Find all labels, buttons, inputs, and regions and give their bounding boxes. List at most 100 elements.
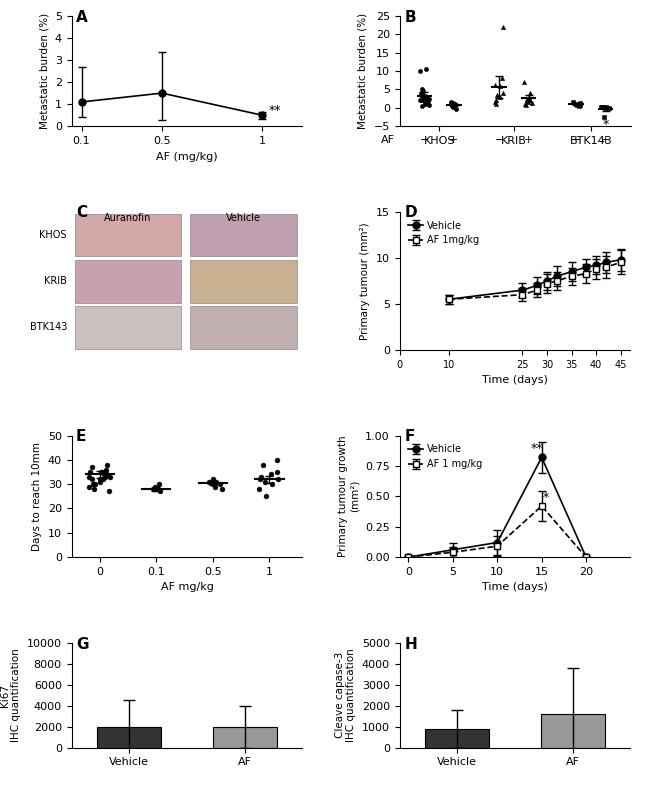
Point	[419, 98, 430, 110]
Point	[490, 96, 501, 109]
Text: B: B	[404, 10, 416, 25]
Point	[101, 458, 112, 471]
Point	[150, 480, 161, 493]
Point	[104, 485, 114, 497]
Point	[601, 102, 612, 114]
Point	[86, 473, 97, 486]
Point	[573, 100, 584, 113]
Point	[451, 102, 462, 115]
Point	[448, 97, 458, 109]
Point	[522, 92, 532, 105]
Text: AF: AF	[381, 135, 395, 146]
Text: E: E	[76, 430, 86, 445]
Text: −: −	[495, 135, 504, 146]
Point	[95, 473, 105, 486]
Point	[203, 475, 214, 488]
Point	[101, 468, 111, 481]
Point	[422, 97, 433, 109]
Y-axis label: Metastatic burden (%): Metastatic burden (%)	[358, 13, 368, 129]
Point	[255, 473, 265, 486]
Text: −: −	[571, 135, 581, 146]
Point	[265, 468, 276, 481]
Point	[154, 478, 164, 490]
Point	[575, 97, 586, 109]
Text: Auranofin: Auranofin	[105, 213, 152, 224]
Point	[497, 72, 507, 85]
Point	[597, 101, 608, 113]
Point	[448, 99, 459, 112]
Point	[90, 478, 100, 490]
Point	[421, 91, 432, 104]
Point	[498, 20, 508, 33]
Text: *: *	[603, 118, 608, 131]
Point	[421, 63, 432, 76]
Point	[445, 96, 456, 109]
Point	[94, 475, 105, 488]
Y-axis label: Ki67
IHC quantification: Ki67 IHC quantification	[0, 648, 21, 742]
Point	[571, 98, 582, 111]
Text: +: +	[601, 135, 610, 146]
Point	[260, 475, 270, 488]
Bar	[190, 306, 296, 349]
Point	[417, 85, 428, 98]
Point	[521, 98, 532, 111]
Point	[597, 101, 607, 113]
Point	[420, 90, 430, 102]
Point	[418, 91, 428, 103]
Point	[416, 87, 426, 99]
Point	[422, 95, 433, 108]
Point	[155, 485, 166, 497]
Point	[272, 466, 282, 478]
Text: −: −	[420, 135, 429, 146]
Point	[446, 98, 456, 110]
Point	[568, 96, 578, 109]
Text: D: D	[404, 205, 417, 220]
Point	[447, 100, 457, 113]
Text: KRIB: KRIB	[44, 276, 67, 286]
Point	[424, 98, 434, 111]
Point	[417, 100, 427, 113]
Point	[150, 482, 160, 495]
Point	[254, 482, 265, 495]
Text: A: A	[76, 10, 88, 25]
Bar	[190, 260, 296, 302]
Point	[148, 482, 159, 495]
Point	[83, 480, 94, 493]
Point	[208, 473, 218, 486]
Point	[257, 458, 268, 471]
Point	[99, 468, 109, 481]
Text: F: F	[404, 430, 415, 445]
Y-axis label: Metastatic burden (%): Metastatic burden (%)	[39, 13, 49, 129]
Point	[492, 89, 502, 102]
Text: +: +	[524, 135, 533, 146]
Point	[217, 482, 228, 495]
Point	[490, 98, 501, 110]
Text: KHOS: KHOS	[40, 231, 67, 240]
Y-axis label: Primary tumour growth
(mm²): Primary tumour growth (mm²)	[338, 435, 359, 557]
Point	[211, 475, 222, 488]
Bar	[75, 214, 181, 257]
Bar	[98, 726, 161, 748]
Bar	[541, 714, 604, 748]
Point	[523, 96, 533, 109]
Point	[88, 482, 99, 495]
Point	[450, 98, 460, 110]
Point	[604, 102, 615, 114]
Point	[571, 98, 582, 110]
Point	[447, 101, 458, 113]
Point	[96, 466, 106, 478]
Point	[208, 478, 218, 490]
Point	[519, 76, 530, 88]
Bar	[190, 214, 296, 257]
Y-axis label: Cleave capase-3
IHC quantification: Cleave capase-3 IHC quantification	[335, 648, 356, 742]
Point	[527, 97, 538, 109]
Bar	[75, 306, 181, 349]
Text: C: C	[76, 205, 87, 220]
Bar	[213, 726, 276, 748]
Text: Vehicle: Vehicle	[226, 213, 261, 224]
Point	[272, 453, 282, 466]
Point	[417, 94, 427, 107]
Point	[525, 94, 536, 107]
Point	[417, 83, 427, 96]
Point	[88, 478, 98, 490]
